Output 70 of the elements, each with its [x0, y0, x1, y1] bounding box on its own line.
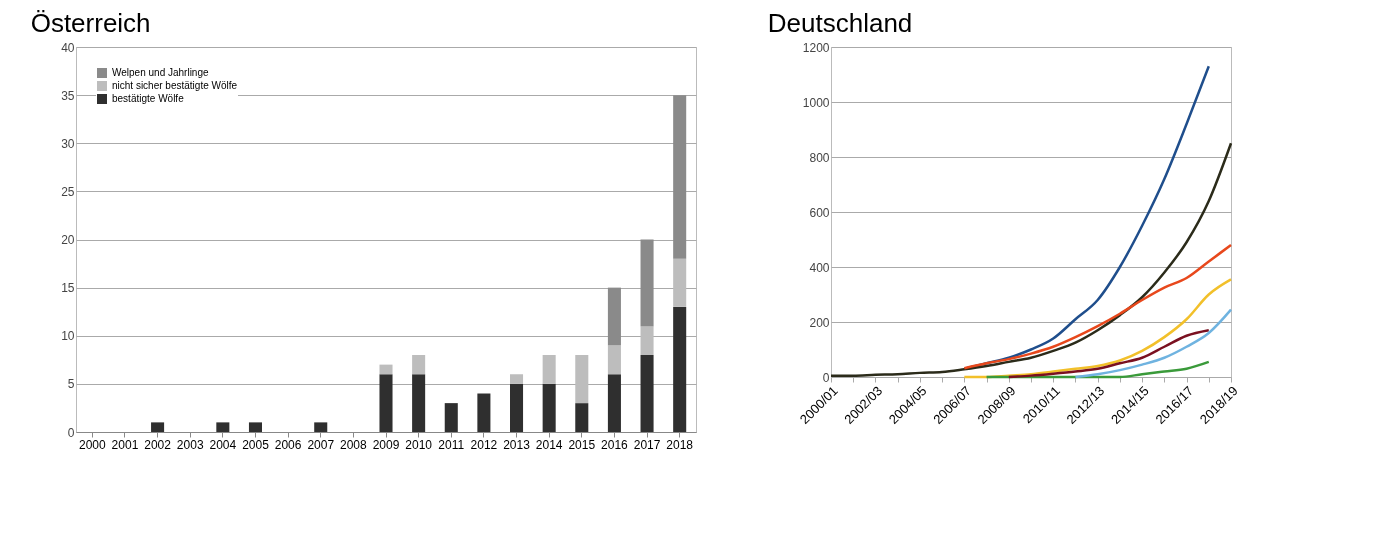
y-tick-label: 30: [61, 136, 75, 151]
bar: [542, 383, 556, 432]
y-tick-label: 15: [61, 281, 75, 296]
x-tick-label: 2002: [144, 437, 172, 452]
chart-title: Deutschland: [767, 8, 913, 38]
bar: [444, 403, 458, 432]
x-tick-label: 2005: [242, 437, 270, 452]
y-tick-label: 800: [809, 150, 830, 165]
y-tick-label: 40: [61, 40, 75, 55]
x-tick-label: 2009: [372, 437, 400, 452]
y-tick-label: 10: [61, 329, 75, 344]
x-tick-label: 2004: [209, 437, 237, 452]
bar: [607, 287, 621, 346]
line-series: [829, 142, 1233, 377]
legend-label: Welpen und Jahrlinge: [112, 67, 209, 78]
legend-label: nicht sicher bestätigte Wölfe: [112, 80, 238, 91]
x-tick-label: 2015: [568, 437, 596, 452]
bar: [477, 393, 491, 432]
x-tick-label: 2001: [111, 437, 139, 452]
bar: [542, 355, 556, 384]
bar: [412, 355, 426, 375]
bar: [673, 95, 687, 259]
bar: [607, 345, 621, 375]
y-tick-label: 5: [67, 377, 75, 392]
y-tick-label: 20: [61, 233, 75, 247]
line-series: [1074, 308, 1233, 379]
y-tick-label: 1200: [802, 40, 830, 55]
x-tick-label: 2014: [535, 437, 563, 452]
x-tick-label: 2008: [340, 437, 368, 452]
bar: [673, 306, 687, 432]
line-series: [963, 243, 1233, 370]
line-series: [1007, 329, 1211, 379]
x-tick-label: 2010: [405, 437, 433, 452]
x-tick-label: 2000: [78, 437, 106, 452]
bar: [640, 326, 654, 355]
x-tick-label: 2011: [438, 437, 465, 452]
legend-label: bestätigte Wölfe: [112, 93, 185, 104]
y-tick-label: 0: [822, 370, 830, 385]
bar: [151, 422, 165, 432]
y-tick-label: 35: [61, 88, 75, 103]
bar: [412, 374, 426, 432]
bar: [379, 374, 393, 432]
bar: [575, 403, 589, 432]
bar: [248, 422, 262, 432]
bar: [216, 422, 230, 432]
y-tick-label: 400: [809, 260, 830, 275]
x-tick-label: 2016: [601, 437, 629, 452]
bar: [379, 364, 393, 375]
y-tick-label: 25: [61, 184, 75, 199]
x-tick-label: 2013: [503, 437, 531, 452]
bar: [640, 355, 654, 432]
x-tick-label: 2012: [470, 437, 498, 452]
bar: [314, 422, 328, 432]
y-tick-label: 1000: [802, 95, 830, 110]
x-tick-label: 2018: [666, 437, 694, 452]
y-tick-label: 0: [67, 425, 75, 440]
x-tick-label: 2007: [307, 437, 335, 452]
y-tick-label: 200: [809, 315, 830, 330]
bar: [510, 374, 524, 384]
x-tick-label: 2006: [274, 437, 302, 452]
bar: [640, 239, 654, 327]
bar: [575, 355, 589, 404]
chart-title: Österreich: [30, 8, 151, 38]
x-tick-label: 2003: [176, 437, 204, 452]
bar: [673, 258, 687, 307]
line-series: [985, 360, 1211, 379]
bar: [510, 383, 524, 432]
bar: [607, 374, 621, 432]
x-tick-label: 2017: [633, 437, 661, 452]
y-tick-label: 600: [809, 205, 830, 220]
